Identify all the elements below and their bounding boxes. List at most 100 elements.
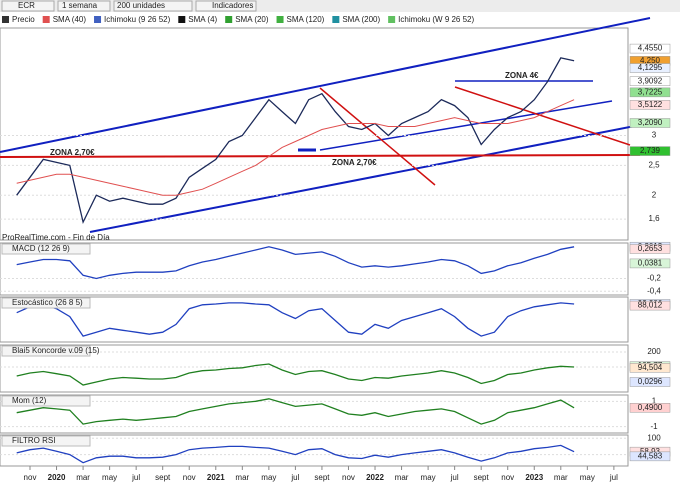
indicator-panel — [0, 296, 629, 343]
price-marker — [629, 76, 671, 86]
x-tick-label: jul — [609, 473, 618, 482]
main-panel — [0, 27, 629, 241]
panel-title: FILTRO RSI — [12, 436, 55, 445]
price-marker — [629, 300, 671, 311]
panel-title-box — [1, 243, 91, 255]
price-marker — [629, 451, 671, 462]
series-line — [16, 398, 575, 425]
y-tick-label: 3 — [652, 131, 657, 140]
x-tick-label: 2021 — [207, 473, 225, 482]
x-tick-label: sept — [314, 473, 330, 482]
indicator-panel — [0, 434, 629, 467]
series-line — [16, 363, 575, 386]
x-tick-label: nov — [183, 473, 196, 482]
y-tick-label: 100 — [647, 433, 661, 442]
indicators[interactable]: Indicadores — [212, 1, 253, 10]
legend-swatch — [94, 16, 102, 23]
panel-title: Mom (12) — [12, 396, 47, 405]
legend-label: Precio — [12, 15, 35, 24]
annotation: ZONA 4€ — [505, 71, 539, 80]
price-marker — [629, 87, 671, 98]
x-tick-label: nov — [501, 473, 514, 482]
y-tick-label: 2 — [652, 190, 657, 199]
price-marker-label: 44,583 — [638, 451, 663, 460]
legend-label: SMA (20) — [235, 15, 269, 24]
legend-label: Ichimoku (9 26 52) — [104, 15, 171, 24]
price-marker — [629, 363, 671, 373]
price-marker-label: 0,2653 — [638, 244, 663, 253]
panel-title: Blai5 Koncorde v.09 (15) — [12, 346, 100, 355]
price-marker-label: 0,0381 — [638, 259, 663, 268]
legend-swatch — [225, 16, 233, 23]
y-tick-label: 200 — [647, 347, 661, 356]
trend-upper — [0, 17, 651, 153]
legend-swatch — [276, 16, 284, 23]
y-tick-label: -1 — [650, 422, 658, 431]
legend-label: Ichimoku (W 9 26 52) — [398, 15, 474, 24]
indicator-panel — [0, 344, 629, 393]
x-tick-label: jul — [131, 473, 140, 482]
x-tick-label: may — [580, 473, 595, 482]
y-tick-label: 1,6 — [648, 214, 660, 223]
price-marker — [629, 377, 671, 387]
x-tick-label: jul — [290, 473, 299, 482]
indicators-box[interactable] — [195, 0, 257, 12]
symbol-box[interactable] — [1, 0, 55, 12]
units[interactable]: 200 unidades — [117, 1, 165, 10]
series-line — [16, 444, 575, 464]
x-tick-label: sept — [155, 473, 171, 482]
price-marker-label: 3,9092 — [638, 76, 663, 85]
x-tick-label: mar — [76, 473, 90, 482]
x-tick-label: mar — [235, 473, 249, 482]
x-tick-label: may — [421, 473, 436, 482]
x-tick-label: nov — [24, 473, 37, 482]
panel-title-box — [1, 345, 91, 357]
x-tick-label: jul — [450, 473, 459, 482]
price-marker-label: 0,4900 — [638, 403, 663, 412]
price-marker — [629, 118, 671, 128]
x-tick-label: 2022 — [366, 473, 384, 482]
legend-swatch — [42, 16, 50, 23]
price-marker — [629, 244, 671, 254]
price-marker-label: 94,504 — [638, 363, 663, 372]
price-marker-label: 0,0296 — [638, 377, 663, 386]
price-marker — [629, 63, 671, 73]
panel-title: MACD (12 26 9) — [12, 244, 70, 253]
x-tick-label: mar — [554, 473, 568, 482]
legend-label: SMA (200) — [342, 15, 380, 24]
panel-title: Estocástico (26 8 5) — [12, 298, 83, 307]
y-tick-label: 2,5 — [648, 160, 660, 169]
x-tick-label: sept — [474, 473, 490, 482]
price-marker-label: 88,012 — [638, 301, 663, 310]
price-marker-label: 3,5122 — [638, 100, 663, 109]
panel-title-box — [1, 395, 91, 407]
indicator-panel — [0, 394, 629, 434]
price-marker — [629, 403, 671, 413]
legend-swatch — [2, 16, 9, 23]
red-diagonal — [319, 87, 436, 186]
annotation: ZONA 2,70€ — [332, 158, 377, 167]
price-marker-label: 4,1295 — [638, 63, 663, 72]
series-line — [16, 246, 575, 280]
panel-title-box — [1, 297, 91, 309]
price-marker — [629, 146, 671, 156]
annotation: ZONA 2,70€ — [50, 148, 95, 157]
y-tick-label: -0,2 — [647, 274, 661, 283]
price-marker — [629, 258, 671, 269]
indicator-panel — [0, 242, 629, 296]
y-tick-label: 1 — [652, 396, 657, 405]
series-line — [16, 99, 575, 196]
symbol[interactable]: ECR — [18, 1, 35, 10]
price-marker-label: 3,2090 — [638, 118, 663, 127]
series-line — [16, 302, 575, 337]
x-tick-label: may — [102, 473, 117, 482]
zone-270-line — [0, 154, 641, 158]
trend-lower — [89, 124, 641, 233]
units-box[interactable] — [113, 0, 193, 12]
x-tick-label: nov — [342, 473, 355, 482]
annotation: ProRealTime.com - Fin de Día — [2, 233, 110, 242]
x-tick-label: 2020 — [48, 473, 66, 482]
period[interactable]: 1 semana — [62, 1, 98, 10]
period-box[interactable] — [57, 0, 111, 12]
price-marker — [629, 100, 671, 110]
